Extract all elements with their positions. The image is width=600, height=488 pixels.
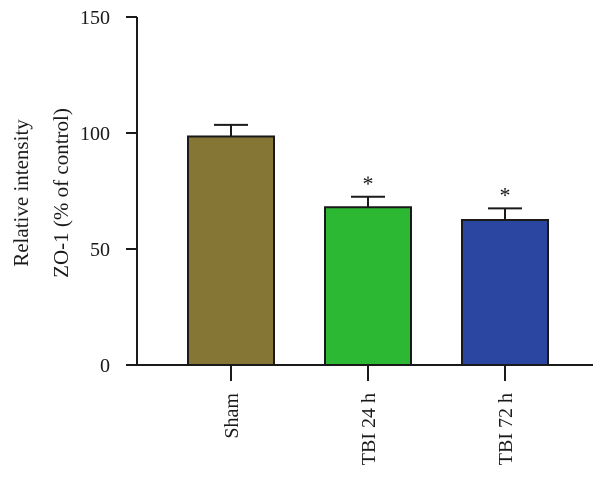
x-axis-ticks: Sham TBI 24 h TBI 72 h (221, 365, 517, 465)
bar-tbi-24-h (324, 206, 412, 366)
y-axis-ticks: 0 50 100 150 (80, 7, 137, 377)
bar-sham (187, 135, 275, 366)
y-tick-label: 100 (80, 123, 110, 145)
y-tick-label: 150 (80, 7, 110, 29)
bars: * * (187, 123, 549, 366)
y-axis-title-line-1: Relative intensity (9, 119, 33, 267)
x-tick-label: TBI 72 h (495, 393, 517, 465)
y-tick-label: 50 (90, 239, 110, 261)
x-tick-label: Sham (221, 393, 243, 439)
y-axis-title: Relative intensity ZO-1 (% of control) (9, 108, 73, 278)
y-tick-label: 0 (100, 355, 110, 377)
significance-marker: * (500, 182, 511, 207)
y-axis-title-line-2: ZO-1 (% of control) (49, 108, 73, 278)
x-tick-label: TBI 24 h (358, 393, 380, 465)
bar-tbi-72-h (461, 219, 549, 366)
significance-marker: * (363, 171, 374, 196)
